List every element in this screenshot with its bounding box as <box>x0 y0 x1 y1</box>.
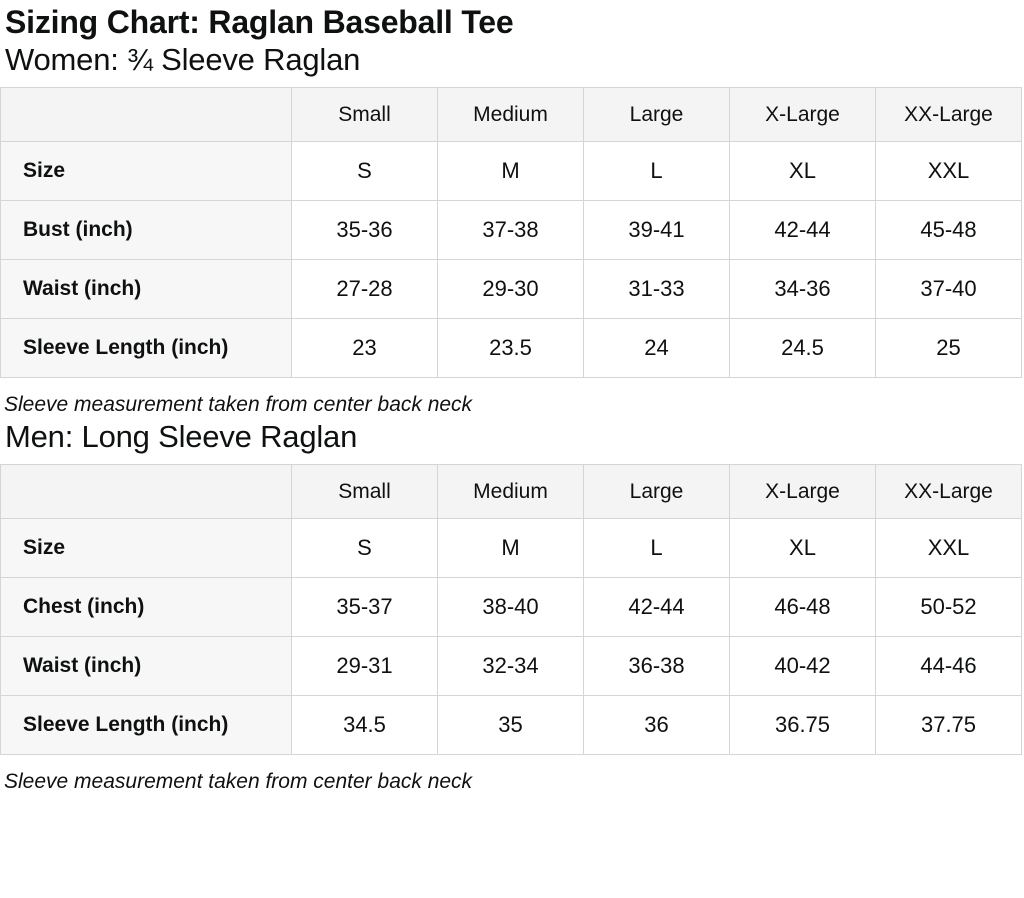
cell-value: 35-37 <box>291 577 438 637</box>
cell-value: 46-48 <box>729 577 876 637</box>
cell-value: 42-44 <box>583 577 730 637</box>
women-table-header-row: Small Medium Large X-Large XX-Large <box>0 87 1022 142</box>
cell-value: 39-41 <box>583 200 730 260</box>
men-corner-cell <box>0 464 292 519</box>
cell-value: S <box>291 518 438 578</box>
men-sleeve-note: Sleeve measurement taken from center bac… <box>4 770 473 793</box>
row-label: Chest (inch) <box>0 577 292 637</box>
cell-value: L <box>583 518 730 578</box>
cell-value: 34-36 <box>729 259 876 319</box>
cell-value: 23 <box>291 318 438 378</box>
men-section: Men: Long Sleeve Raglan Small Medium Lar… <box>0 418 1024 795</box>
women-column-header-x-large: X-Large <box>729 87 876 142</box>
cell-value: L <box>583 141 730 201</box>
cell-value: 45-48 <box>875 200 1022 260</box>
men-row-chest: Chest (inch) 35-37 38-40 42-44 46-48 50-… <box>0 577 1022 637</box>
women-column-header-large: Large <box>583 87 730 142</box>
cell-value: 24.5 <box>729 318 876 378</box>
cell-value: 37-38 <box>437 200 584 260</box>
cell-value: XL <box>729 518 876 578</box>
women-row-sleeve-length: Sleeve Length (inch) 23 23.5 24 24.5 25 <box>0 318 1022 378</box>
cell-value: 37-40 <box>875 259 1022 319</box>
women-section: Women: ¾ Sleeve Raglan Small Medium Larg… <box>0 41 1024 418</box>
women-row-bust: Bust (inch) 35-36 37-38 39-41 42-44 45-4… <box>0 200 1022 260</box>
cell-value: S <box>291 141 438 201</box>
men-column-header-large: Large <box>583 464 730 519</box>
cell-value: 29-30 <box>437 259 584 319</box>
cell-value: XXL <box>875 518 1022 578</box>
row-label: Sleeve Length (inch) <box>0 318 292 378</box>
cell-value: 35-36 <box>291 200 438 260</box>
row-label: Bust (inch) <box>0 200 292 260</box>
cell-value: 35 <box>437 695 584 755</box>
women-row-waist: Waist (inch) 27-28 29-30 31-33 34-36 37-… <box>0 259 1022 319</box>
row-label: Size <box>0 518 292 578</box>
cell-value: 25 <box>875 318 1022 378</box>
cell-value: 50-52 <box>875 577 1022 637</box>
women-column-header-xx-large: XX-Large <box>875 87 1022 142</box>
cell-value: 38-40 <box>437 577 584 637</box>
cell-value: 36-38 <box>583 636 730 696</box>
cell-value: 44-46 <box>875 636 1022 696</box>
men-row-sleeve-length: Sleeve Length (inch) 34.5 35 36 36.75 37… <box>0 695 1022 755</box>
cell-value: XL <box>729 141 876 201</box>
cell-value: 34.5 <box>291 695 438 755</box>
cell-value: 31-33 <box>583 259 730 319</box>
cell-value: 24 <box>583 318 730 378</box>
cell-value: 23.5 <box>437 318 584 378</box>
men-row-size: Size S M L XL XXL <box>0 518 1022 578</box>
row-label: Size <box>0 141 292 201</box>
cell-value: 36.75 <box>729 695 876 755</box>
cell-value: 42-44 <box>729 200 876 260</box>
page-title: Sizing Chart: Raglan Baseball Tee <box>5 4 514 40</box>
men-column-header-medium: Medium <box>437 464 584 519</box>
cell-value: 37.75 <box>875 695 1022 755</box>
women-corner-cell <box>0 87 292 142</box>
men-column-header-x-large: X-Large <box>729 464 876 519</box>
men-table-header-row: Small Medium Large X-Large XX-Large <box>0 464 1022 519</box>
row-label: Waist (inch) <box>0 636 292 696</box>
row-label: Waist (inch) <box>0 259 292 319</box>
women-sleeve-note: Sleeve measurement taken from center bac… <box>4 393 473 416</box>
women-sizing-table: Small Medium Large X-Large XX-Large Size… <box>0 87 1022 378</box>
cell-value: M <box>437 141 584 201</box>
cell-value: M <box>437 518 584 578</box>
women-column-header-small: Small <box>291 87 438 142</box>
cell-value: 40-42 <box>729 636 876 696</box>
men-column-header-small: Small <box>291 464 438 519</box>
cell-value: 36 <box>583 695 730 755</box>
women-row-size: Size S M L XL XXL <box>0 141 1022 201</box>
cell-value: XXL <box>875 141 1022 201</box>
men-row-waist: Waist (inch) 29-31 32-34 36-38 40-42 44-… <box>0 636 1022 696</box>
cell-value: 27-28 <box>291 259 438 319</box>
men-section-heading: Men: Long Sleeve Raglan <box>5 419 358 454</box>
cell-value: 29-31 <box>291 636 438 696</box>
men-column-header-xx-large: XX-Large <box>875 464 1022 519</box>
men-sizing-table: Small Medium Large X-Large XX-Large Size… <box>0 464 1022 755</box>
women-column-header-medium: Medium <box>437 87 584 142</box>
cell-value: 32-34 <box>437 636 584 696</box>
row-label: Sleeve Length (inch) <box>0 695 292 755</box>
women-section-heading: Women: ¾ Sleeve Raglan <box>5 42 361 77</box>
